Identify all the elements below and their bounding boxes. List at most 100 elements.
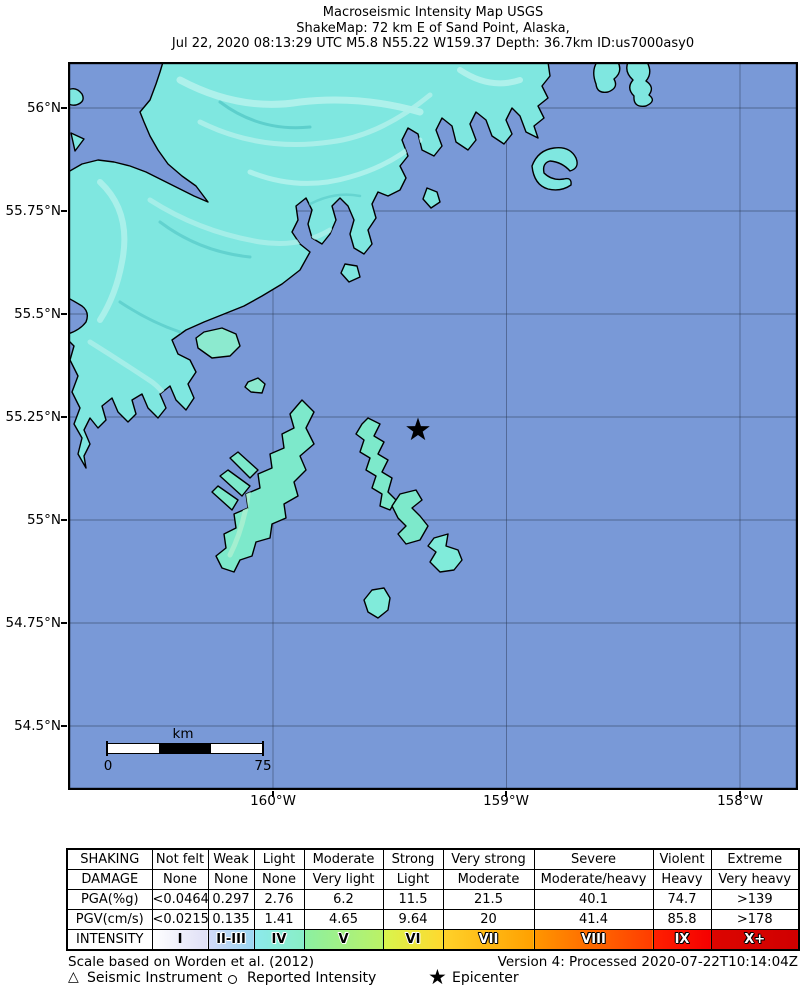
cell: 21.5 — [442, 889, 535, 910]
table-row-shaking: SHAKING Not felt Weak Light Moderate Str… — [66, 848, 800, 870]
epicenter-star-icon — [406, 417, 430, 441]
cell: Moderate — [442, 869, 535, 890]
scale-bar-max: 75 — [254, 758, 272, 774]
cell: 11.5 — [382, 889, 444, 910]
cell: <0.0464 — [151, 889, 209, 910]
table-row-pga: PGA(%g) <0.0464 0.297 2.76 6.2 11.5 21.5… — [66, 889, 800, 910]
intensity-cell: I — [151, 929, 209, 951]
cell: 0.135 — [207, 909, 255, 930]
cell: 1.41 — [253, 909, 305, 930]
cell: Very heavy — [710, 869, 800, 890]
island-small-1 — [244, 377, 266, 394]
scale-bar-min: 0 — [103, 758, 113, 774]
cell: 6.2 — [303, 889, 384, 910]
y-tick — [61, 313, 67, 315]
table-row-intensity: INTENSITY I II-III IV V VI VII VIII IX X… — [66, 929, 800, 951]
cell: Heavy — [652, 869, 712, 890]
x-tick — [272, 791, 274, 797]
intensity-cell: V — [303, 929, 384, 951]
island-bay-east — [195, 327, 241, 359]
lat-label-55-25: 55.25°N — [5, 409, 62, 425]
cell: 20 — [442, 909, 535, 930]
cell: 85.8 — [652, 909, 712, 930]
cell: 9.64 — [382, 909, 444, 930]
island-top-2 — [626, 62, 654, 107]
table-row-pgv: PGV(cm/s) <0.0215 0.135 1.41 4.65 9.64 2… — [66, 909, 800, 930]
scale-bar-cap — [262, 741, 264, 756]
cell: None — [253, 869, 305, 890]
cell: >139 — [710, 889, 800, 910]
version-note: Version 4: Processed 2020-07-22T10:14:04… — [497, 954, 798, 970]
island-finger-2 — [219, 469, 251, 497]
scale-bar — [106, 741, 264, 756]
intensity-cell: VII — [442, 929, 535, 951]
legend-label-seismic: Seismic Instrument — [87, 970, 223, 986]
island-finger-1 — [229, 451, 259, 479]
island-small-2 — [340, 263, 361, 283]
y-tick — [61, 622, 67, 624]
cell: Very strong — [442, 848, 535, 870]
island-jug — [427, 533, 463, 573]
scale-bar-unit: km — [172, 726, 194, 742]
ocean-area — [68, 62, 798, 790]
cell: Extreme — [710, 848, 800, 870]
intensity-cell: VIII — [533, 929, 654, 951]
cell: Very light — [303, 869, 384, 890]
island-triangle — [70, 132, 85, 152]
cell: None — [151, 869, 209, 890]
y-tick — [61, 210, 67, 212]
lat-label-56: 56°N — [26, 100, 61, 116]
row-header: PGA(%g) — [66, 889, 153, 910]
title-block: Macroseismic Intensity Map USGS ShakeMap… — [68, 5, 798, 52]
intensity-cell: X+ — [710, 929, 800, 951]
star-icon: ★ — [428, 965, 447, 989]
cell: <0.0215 — [151, 909, 209, 930]
island-finger-3 — [211, 485, 239, 511]
lat-label-55: 55°N — [26, 512, 61, 528]
map-legend: △ Seismic Instrument Reported Intensity … — [68, 965, 798, 990]
cell: Light — [253, 848, 305, 870]
y-tick — [61, 725, 67, 727]
cell: 0.297 — [207, 889, 255, 910]
cell: >178 — [710, 909, 800, 930]
map-border — [68, 62, 798, 790]
scale-bar-segment — [159, 744, 211, 753]
scale-bar-cap — [106, 741, 108, 756]
island-boot — [391, 489, 429, 545]
scale-reference-note: Scale based on Worden et al. (2012) — [68, 954, 314, 970]
cell: 41.4 — [533, 909, 654, 930]
lon-label-159: 159°W — [483, 793, 529, 809]
page-title: Macroseismic Intensity Map USGS — [322, 5, 544, 20]
lat-label-54-75: 54.75°N — [5, 615, 62, 631]
lon-label-158: 158°W — [717, 793, 763, 809]
row-header: PGV(cm/s) — [66, 909, 153, 930]
y-tick — [61, 107, 67, 109]
table-row-damage: DAMAGE None None None Very light Light M… — [66, 869, 800, 890]
y-tick — [61, 416, 67, 418]
island-round — [363, 587, 391, 619]
legend-label-reported: Reported Intensity — [247, 970, 377, 986]
lat-label-54-5: 54.5°N — [14, 718, 61, 734]
page-subtitle: ShakeMap: 72 km E of Sand Point, Alaska, — [296, 20, 570, 36]
cell: None — [207, 869, 255, 890]
cell: Violent — [652, 848, 712, 870]
intensity-cell: II-III — [207, 929, 255, 951]
intensity-map — [68, 62, 798, 790]
island-small-3 — [422, 187, 441, 209]
cell: Not felt — [151, 848, 209, 870]
x-tick — [505, 791, 507, 797]
cell: Strong — [382, 848, 444, 870]
intensity-cell: IX — [652, 929, 712, 951]
row-header: DAMAGE — [66, 869, 153, 890]
intensity-cell: IV — [253, 929, 305, 951]
cell: Moderate/heavy — [533, 869, 654, 890]
cell: 2.76 — [253, 889, 305, 910]
lat-label-55-75: 55.75°N — [5, 203, 62, 219]
intensity-cell: VI — [382, 929, 444, 951]
row-header: INTENSITY — [66, 929, 153, 951]
legend-label-epicenter: Epicenter — [452, 970, 519, 986]
x-tick — [739, 791, 741, 797]
cell: 74.7 — [652, 889, 712, 910]
row-header: SHAKING — [66, 848, 153, 870]
